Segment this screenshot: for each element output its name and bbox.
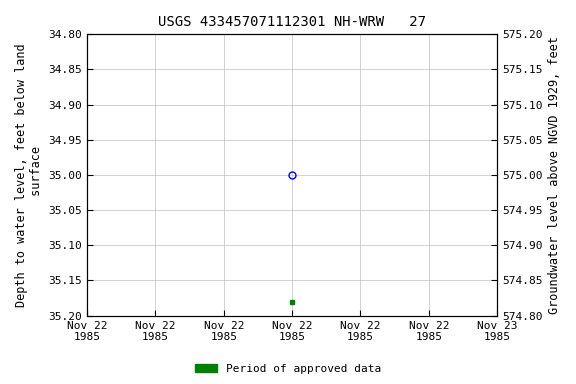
Title: USGS 433457071112301 NH-WRW   27: USGS 433457071112301 NH-WRW 27 <box>158 15 426 29</box>
Y-axis label: Groundwater level above NGVD 1929, feet: Groundwater level above NGVD 1929, feet <box>548 36 561 314</box>
Legend: Period of approved data: Period of approved data <box>191 359 385 379</box>
Y-axis label: Depth to water level, feet below land
 surface: Depth to water level, feet below land su… <box>15 43 43 307</box>
